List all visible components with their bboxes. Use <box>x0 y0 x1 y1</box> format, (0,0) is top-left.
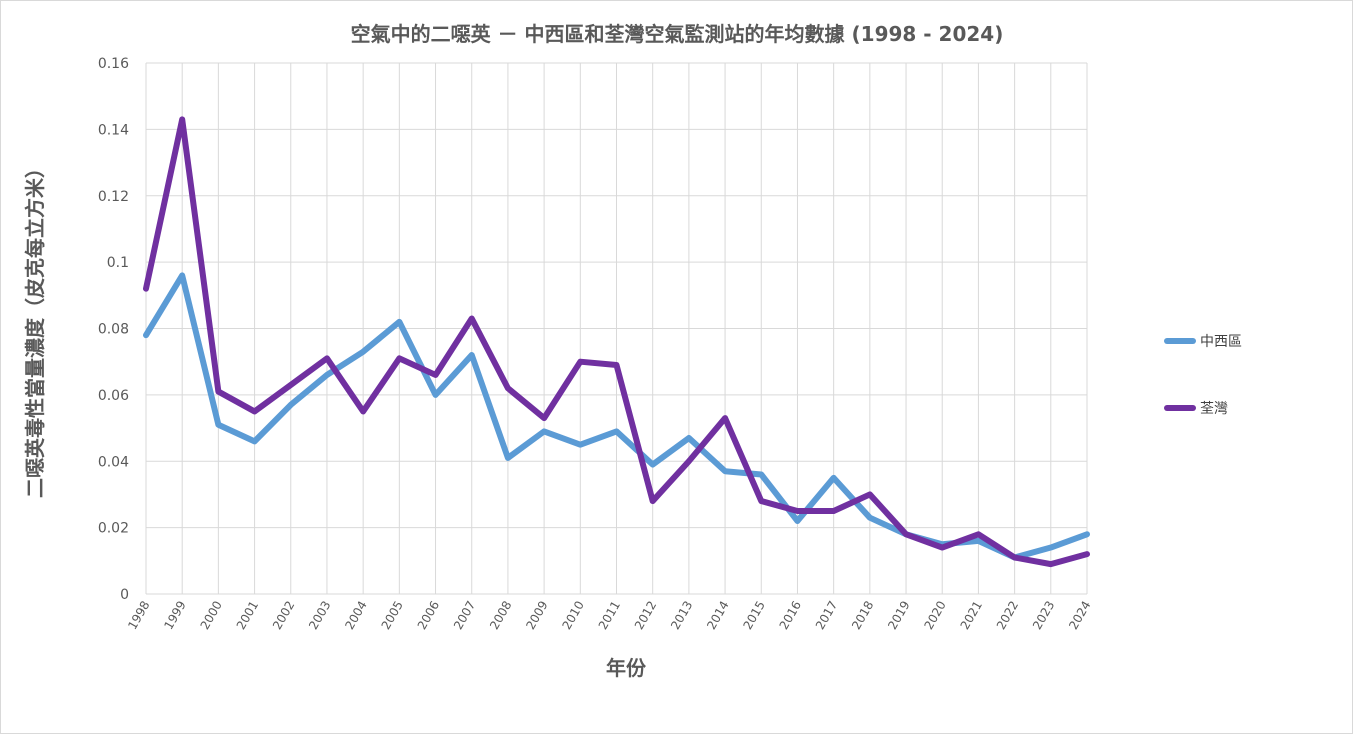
legend-label: 中西區 <box>1200 334 1242 350</box>
x-tick-label: 2022 <box>994 599 1021 632</box>
chart-title: 空氣中的二噁英 － 中西區和荃灣空氣監測站的年均數據 (1998 - 2024) <box>351 22 1004 46</box>
y-tick-label: 0.16 <box>98 56 129 72</box>
y-tick-labels: 0 0.02 0.04 0.06 0.08 0.1 0.12 0.14 0.16 <box>98 56 129 603</box>
x-axis-title: 年份 <box>606 656 647 680</box>
x-tick-label: 2007 <box>451 599 478 632</box>
y-tick-label: 0.02 <box>98 521 129 537</box>
x-tick-label: 2004 <box>342 599 369 632</box>
y-axis-title: 二噁英毒性當量濃度（皮克每立方米） <box>23 158 47 498</box>
x-tick-label: 2015 <box>740 599 767 632</box>
y-tick-label: 0.1 <box>107 255 129 271</box>
x-tick-label: 2018 <box>849 599 876 632</box>
y-tick-label: 0.04 <box>98 454 129 470</box>
y-tick-label: 0.14 <box>98 122 129 138</box>
x-tick-label: 2019 <box>885 599 912 632</box>
x-tick-label: 1999 <box>161 599 188 632</box>
y-tick-label: 0 <box>120 587 129 603</box>
x-tick-label: 2002 <box>270 599 297 632</box>
x-tick-label: 2013 <box>668 599 695 632</box>
x-tick-label: 2006 <box>415 599 442 632</box>
x-tick-label: 1998 <box>125 599 152 632</box>
x-tick-label: 2021 <box>958 599 985 632</box>
x-tick-label: 2011 <box>596 599 623 632</box>
x-tick-label: 2016 <box>777 599 804 632</box>
y-tick-label: 0.06 <box>98 388 129 404</box>
series-lines <box>143 116 1090 568</box>
legend-label: 荃灣 <box>1200 400 1228 417</box>
x-tick-label: 2024 <box>1066 599 1093 632</box>
x-tick-label: 2000 <box>198 599 225 632</box>
series-line-2 <box>143 116 1090 568</box>
x-tick-label: 2017 <box>813 599 840 632</box>
x-tick-label: 2010 <box>560 599 587 632</box>
y-tick-label: 0.08 <box>98 322 129 338</box>
x-tick-label: 2005 <box>379 599 406 632</box>
gridlines <box>145 62 1088 595</box>
x-tick-label: 2003 <box>306 599 333 632</box>
x-tick-label: 2020 <box>921 599 948 632</box>
x-tick-label: 2009 <box>523 599 550 632</box>
x-tick-label: 2014 <box>704 599 731 632</box>
x-tick-label: 2023 <box>1030 599 1057 632</box>
x-tick-labels: 1998 1999 2000 2001 2002 2003 2004 2005 2006 2007… <box>125 599 1093 632</box>
x-tick-label: 2012 <box>632 599 659 632</box>
x-tick-label: 2008 <box>487 599 514 632</box>
y-tick-label: 0.12 <box>98 189 129 205</box>
x-tick-label: 2001 <box>234 599 261 632</box>
